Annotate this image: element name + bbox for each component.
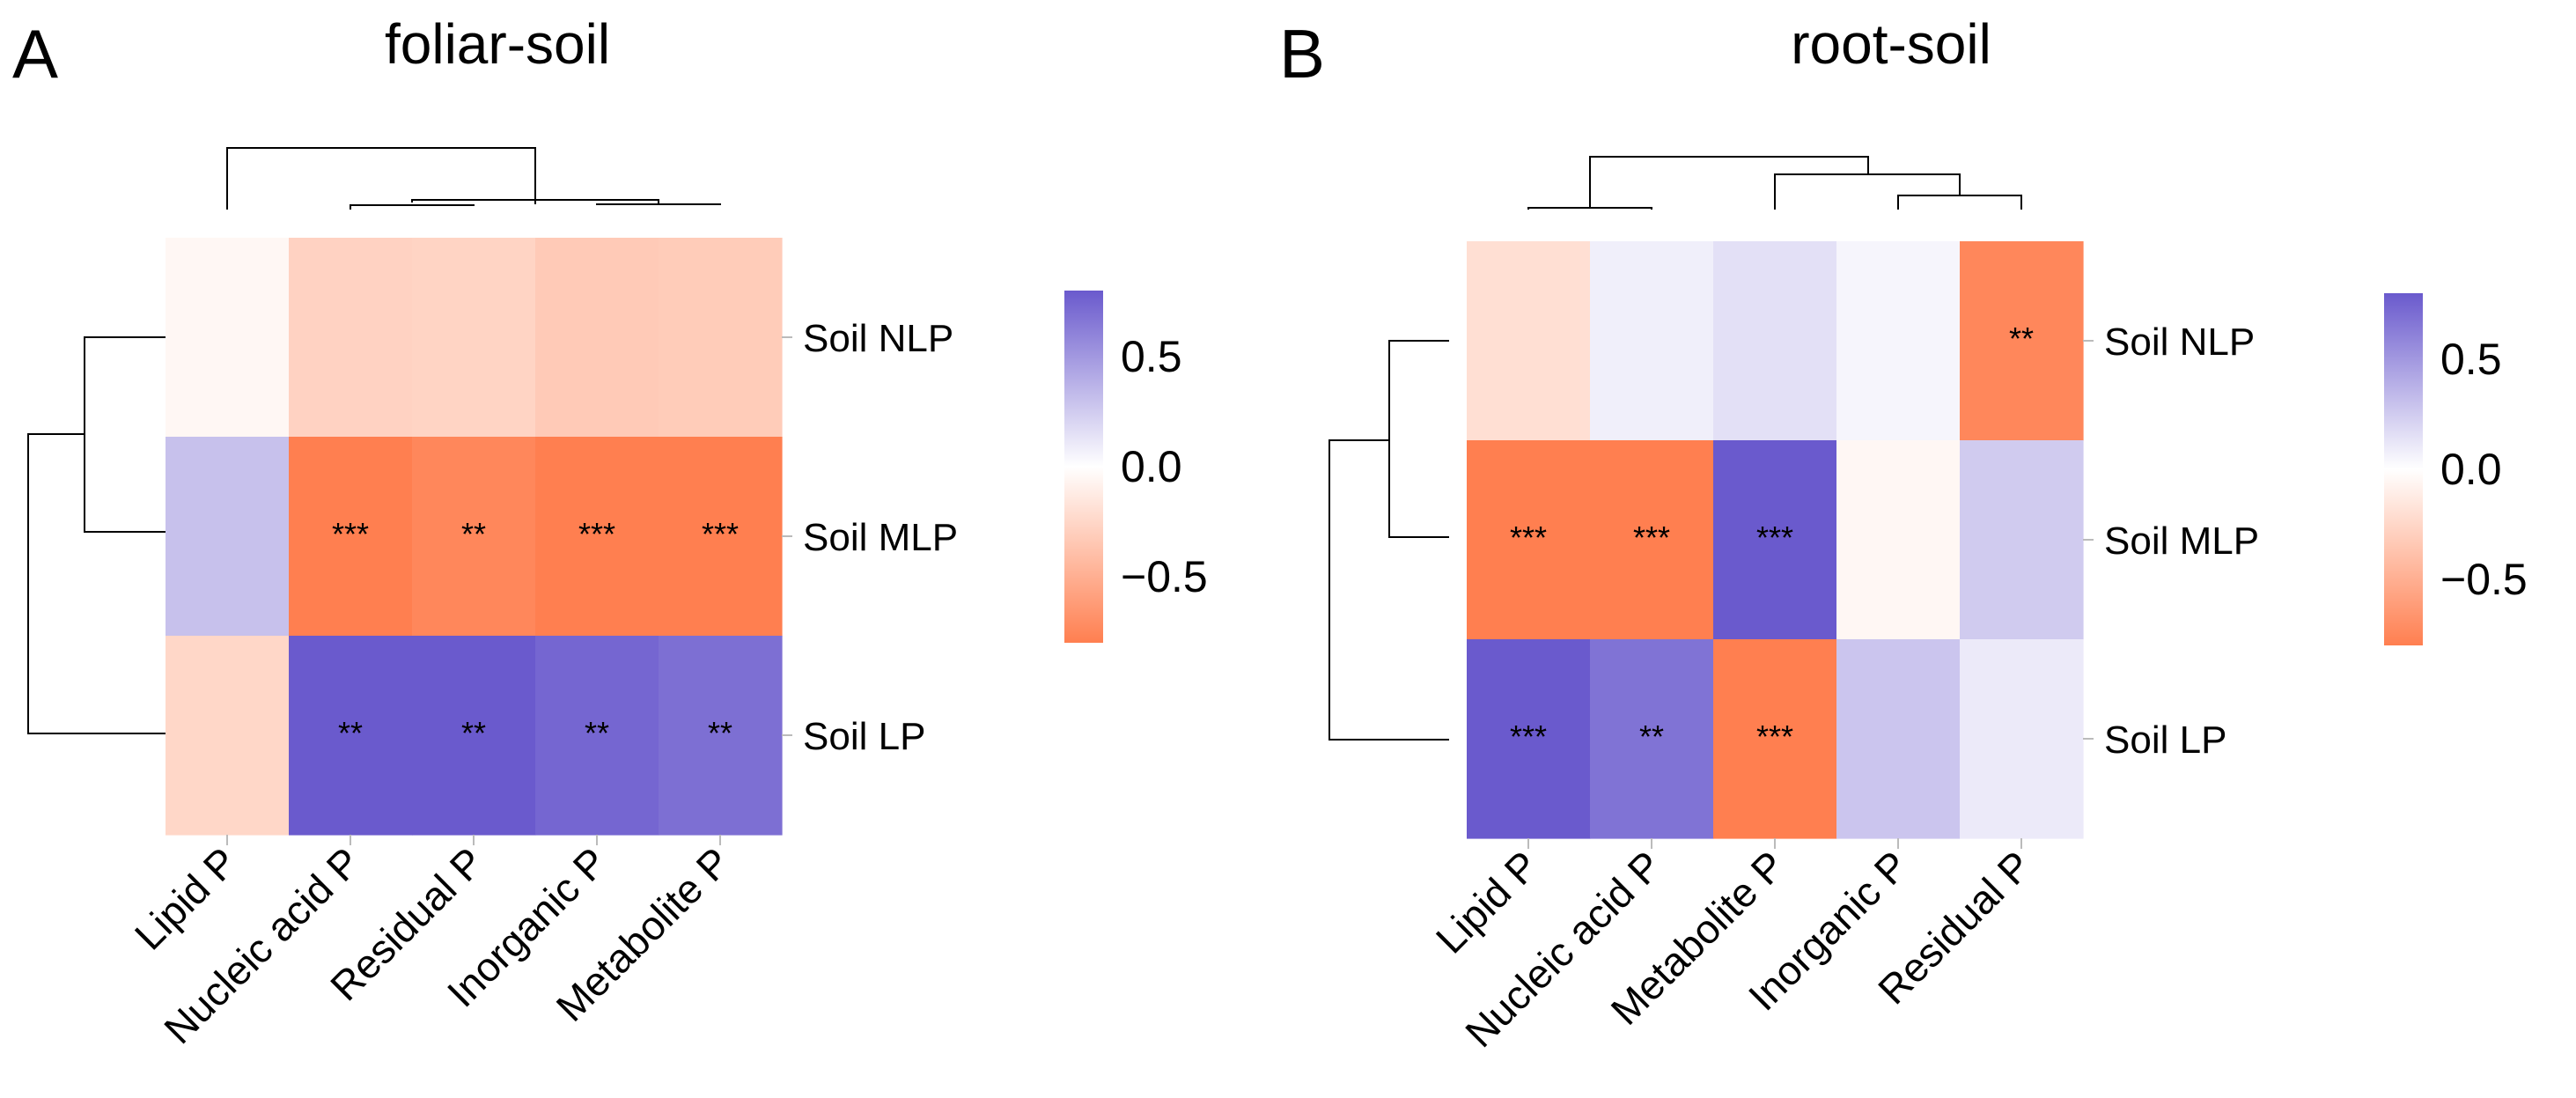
panel-b: B root-soil ***** *** ****** ** *** Soil NLP… [1279,12,2528,1056]
panel-b-column-dendrogram [1527,156,2022,210]
row-label: Soil MLP [803,516,958,559]
panel-b-row-dendrogram [1328,340,1449,741]
heatmap-cell [1836,440,1961,640]
column-label: Lipid P [126,838,246,958]
heatmap-cell [166,437,290,637]
heatmap-cell [535,437,659,637]
colorbar-tick-label: −0.5 [2440,555,2528,604]
significance-label: *** [578,516,615,552]
significance-label: *** [1510,520,1547,556]
colorbar-tick-label: −0.5 [1121,552,1208,601]
significance-label: *** [1756,520,1793,556]
row-label: Soil LP [803,715,925,758]
heatmap-cell [1467,241,1591,441]
heatmap-cell [412,238,536,438]
heatmap-cell [1590,639,1714,839]
heatmap-cell [1960,440,2084,640]
panel-b-row-labels: Soil NLP Soil MLP Soil LP [2083,321,2259,762]
significance-label: ** [338,715,363,751]
significance-label: *** [1633,520,1670,556]
heatmap-cell [289,437,413,637]
heatmap-cell [1836,639,1961,839]
panel-b-title: root-soil [1791,12,1991,76]
heatmap-cell [659,238,783,438]
colorbar-tick-label: 0.5 [2440,335,2502,384]
panel-a-colorbar-ticks: 0.5 0.0 −0.5 [1103,332,1208,601]
heatmap-cell [1713,241,1837,441]
heatmap-cell [289,238,413,438]
heatmap-cell [1960,639,2084,839]
heatmap-cell [1590,241,1714,441]
row-label: Soil LP [2104,718,2226,762]
heatmap-cell [1467,639,1591,839]
heatmap-cell [1467,440,1591,640]
heatmap-cell [1713,440,1837,640]
heatmap-cell [289,636,413,836]
column-label: Lipid P [1427,842,1547,962]
panel-a-column-dendrogram [226,147,721,210]
colorbar-tick-label: 0.5 [1121,332,1182,381]
colorbar-tick-label: 0.0 [2440,445,2502,494]
heatmap-cell [412,437,536,637]
panel-a-title: foliar-soil [385,12,610,76]
row-label: Soil NLP [2104,321,2255,364]
significance-label: *** [1510,718,1547,755]
significance-label: ** [1639,718,1664,755]
heatmap-cell [166,238,290,438]
panel-a: A foliar-soil *** ** *** ***** ** ** ** Soil N… [12,12,1208,1052]
heatmap-cell [659,437,783,637]
colorbar-tick-label: 0.0 [1121,442,1182,491]
heatmap-cell [166,636,290,836]
panel-a-label: A [12,15,58,92]
heatmap-cell [535,238,659,438]
significance-label: ** [585,715,609,751]
significance-label: ** [2009,321,2034,357]
heatmap-cell [412,636,536,836]
significance-label: *** [1756,718,1793,755]
panel-b-colorbar-ticks: 0.5 0.0 −0.5 [2423,335,2528,604]
heatmap-cell [1960,241,2084,441]
significance-label: *** [702,516,739,552]
panel-a-cells: *** ** *** ***** ** ** ** [166,238,783,836]
panel-a-colorbar: 0.5 0.0 −0.5 [1064,291,1208,643]
panel-a-row-labels: Soil NLP Soil MLP Soil LP [782,317,958,758]
significance-label: *** [332,516,369,552]
row-label: Soil MLP [2104,520,2259,563]
significance-label: ** [708,715,732,751]
significance-label: ** [461,715,486,751]
row-label: Soil NLP [803,317,953,360]
panel-a-colorbar-gradient [1064,291,1103,643]
heatmap-cell [1836,241,1961,441]
panel-b-cells: ***** *** ****** ** *** [1467,241,2084,839]
heatmap-cell [1590,440,1714,640]
panel-b-label: B [1279,15,1325,92]
heatmap-cell [1713,639,1837,839]
heatmap-cell [659,636,783,836]
panel-b-colorbar-gradient [2384,293,2423,645]
heatmap-cell [535,636,659,836]
significance-label: ** [461,516,486,552]
panel-a-row-dendrogram [27,336,166,734]
panel-b-colorbar: 0.5 0.0 −0.5 [2384,293,2528,645]
